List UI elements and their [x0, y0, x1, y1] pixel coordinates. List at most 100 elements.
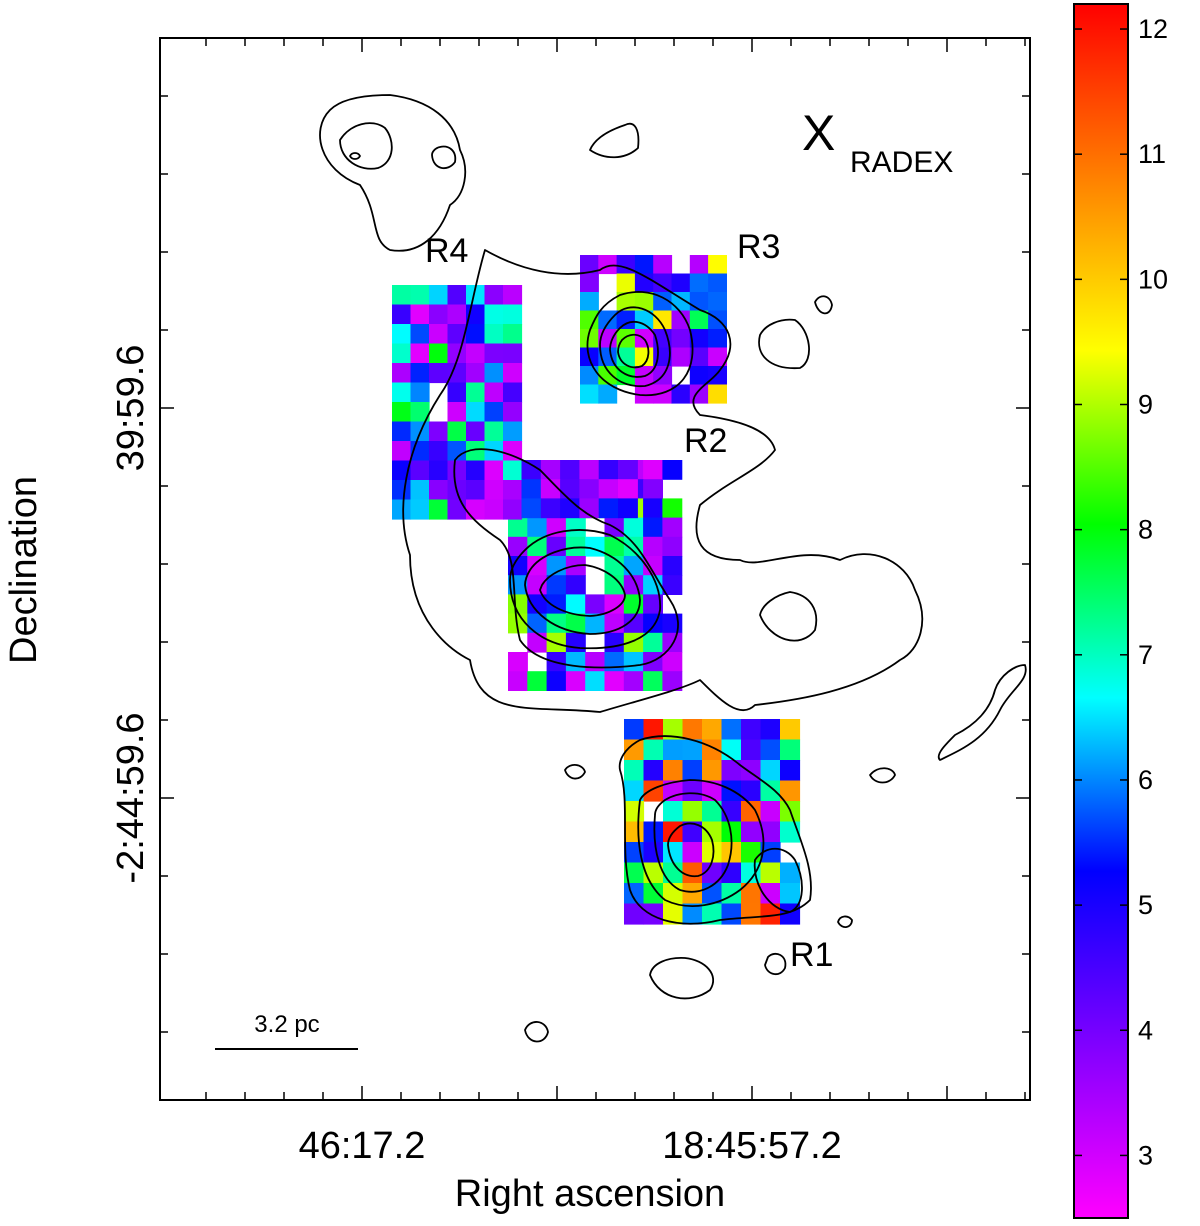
heatmap-cell-r1 — [643, 780, 664, 802]
region-label-r2: R2 — [684, 422, 727, 460]
heatmap-cell-r4 — [540, 479, 561, 499]
heatmap-cell-r4 — [484, 460, 504, 481]
heatmap-cell-r4 — [503, 304, 523, 325]
contour-r3-2 — [599, 306, 671, 387]
heatmap-cell-r1 — [682, 903, 703, 925]
heatmap-cell-r4 — [503, 480, 523, 501]
colorbar-tick-label: 5 — [1138, 890, 1153, 920]
heatmap-cell-r3 — [580, 329, 599, 349]
heatmap-cell-r4 — [484, 421, 504, 442]
colorbar-tick-label: 12 — [1138, 14, 1168, 44]
heatmap-cell-r2 — [508, 613, 528, 634]
heatmap-cell-r1 — [721, 903, 742, 925]
heatmap-cell-r4 — [392, 421, 412, 442]
heatmap-cell-r1 — [624, 780, 645, 802]
heatmap-cell-r4 — [598, 498, 619, 519]
heatmap-cell-r4 — [484, 480, 504, 501]
heatmap-cell-r4 — [503, 324, 523, 345]
heatmap-cell-r3 — [580, 292, 599, 312]
heatmap-cell-r1 — [624, 903, 645, 925]
heatmap-cell-r4 — [429, 460, 449, 481]
heatmap-cell-r1 — [624, 739, 645, 761]
heatmap-cell-r1 — [643, 719, 664, 741]
plot-frame — [159, 37, 1031, 1101]
heatmap-cell-r2 — [662, 498, 683, 519]
heatmap-cell-r3 — [653, 255, 673, 275]
y-tick-label-1: -2:44:59.6 — [110, 712, 152, 883]
heatmap-cell-r4 — [503, 382, 523, 403]
heatmap-cell-r2 — [546, 536, 567, 557]
heatmap-cell-r4 — [521, 479, 542, 499]
contour-top-left-inner — [339, 122, 393, 170]
heatmap-cell-r4 — [560, 460, 580, 480]
heatmap-cell-r4 — [503, 441, 523, 462]
heatmap-cell-r4 — [392, 382, 412, 403]
heatmap-cell-r3 — [634, 310, 654, 330]
heatmap-cell-r1 — [624, 883, 645, 905]
heatmap-cell-r1 — [760, 903, 781, 925]
y-tick-label-0: 39:59.6 — [110, 345, 152, 472]
heatmap-cell-r2 — [585, 594, 606, 615]
colorbar-tick-label: 9 — [1138, 389, 1153, 419]
colorbar-tick-label: 10 — [1138, 264, 1168, 294]
heatmap-cell-r1 — [682, 760, 703, 782]
heatmap-cell-r2 — [527, 556, 548, 576]
heatmap-cell-r4 — [429, 441, 449, 462]
heatmap-cell-r1 — [702, 862, 723, 884]
heatmap-cell-r3 — [708, 273, 727, 293]
contour-small-4 — [764, 953, 787, 975]
heatmap-cell-r3 — [634, 292, 654, 312]
heatmap-cell-r4 — [484, 343, 504, 364]
contour-r2-4 — [539, 564, 626, 617]
heatmap-cell-r2 — [508, 671, 528, 691]
heatmap-cell-r4 — [392, 363, 412, 384]
colorbar-tick-label: 6 — [1138, 765, 1153, 795]
heatmap-cell-r1 — [682, 780, 703, 802]
heatmap-cell-r4 — [429, 324, 449, 345]
heatmap-cell-r2 — [623, 613, 644, 634]
heatmap-cell-r4 — [410, 363, 430, 384]
heatmap-cell-r1 — [624, 821, 645, 843]
heatmap-cell-r1 — [643, 903, 664, 925]
x-axis-label: Right ascension — [455, 1173, 725, 1215]
heatmap-cell-r4 — [429, 363, 449, 384]
chart-title-subscript: RADEX — [850, 146, 953, 179]
heatmap-cell-r2 — [662, 536, 683, 557]
heatmap-cell-r1 — [760, 739, 781, 761]
heatmap-cell-r2 — [527, 517, 548, 538]
heatmap-cell-r4 — [447, 441, 467, 462]
heatmap-cell-r2 — [643, 498, 663, 519]
heatmap-cell-r1 — [760, 862, 781, 884]
heatmap-cell-r2 — [527, 536, 548, 557]
heatmap-cell-r4 — [429, 499, 449, 520]
heatmap-cell-r3 — [671, 347, 691, 367]
heatmap-cell-r4 — [579, 498, 600, 519]
heatmap-cell-r4 — [503, 499, 523, 520]
heatmap-cell-r2 — [604, 652, 625, 672]
contour-small-2 — [869, 767, 896, 784]
heatmap-cell-r3 — [616, 310, 636, 330]
heatmap-cell-r4 — [410, 285, 430, 306]
heatmap-cell-r4 — [618, 479, 638, 499]
heatmap-cell-r3 — [708, 347, 727, 367]
contour-small-5 — [524, 1021, 549, 1043]
heatmap-cell-r1 — [663, 903, 684, 925]
heatmap-cell-r2 — [604, 632, 625, 653]
heatmap-cell-r2 — [546, 671, 567, 691]
heatmap-cell-r1 — [663, 760, 684, 782]
heatmap-cell-r4 — [392, 343, 412, 364]
heatmap-cell-r1 — [760, 842, 781, 864]
heatmap-cell-r4 — [410, 499, 430, 520]
heatmap-cell-r4 — [429, 285, 449, 306]
heatmap-cell-r1 — [643, 883, 664, 905]
heatmap-cell-r1 — [624, 801, 645, 823]
heatmap-cell-r4 — [503, 402, 523, 423]
heatmap-cell-r1 — [741, 883, 762, 905]
heatmap-cell-r1 — [682, 719, 703, 741]
heatmap-cell-r2 — [546, 556, 567, 576]
heatmap-cell-r4 — [579, 460, 600, 480]
heatmap-cell-r4 — [466, 441, 486, 462]
heatmap-cell-r1 — [624, 760, 645, 782]
heatmap-cell-r4 — [410, 304, 430, 325]
